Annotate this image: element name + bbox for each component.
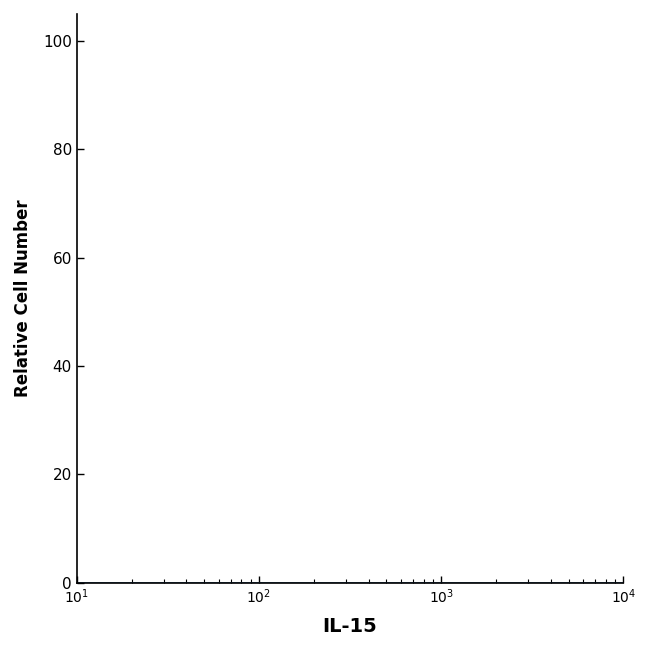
X-axis label: IL-15: IL-15 bbox=[322, 617, 378, 636]
Y-axis label: Relative Cell Number: Relative Cell Number bbox=[14, 200, 32, 397]
